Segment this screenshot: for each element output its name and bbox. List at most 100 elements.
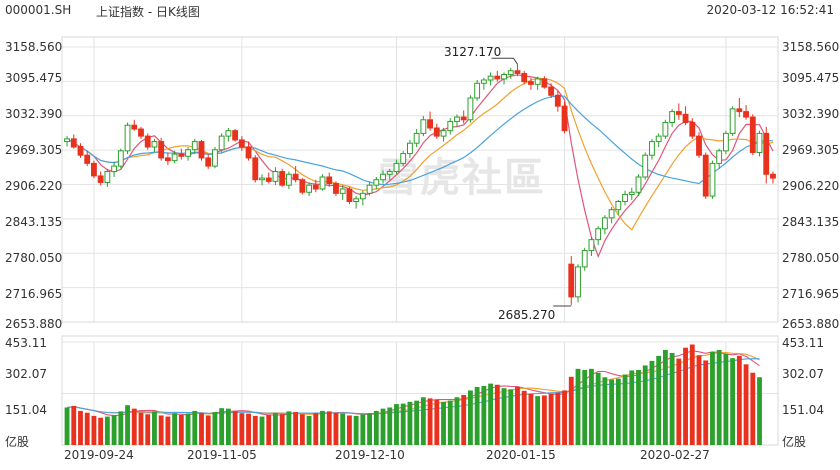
volume-bar bbox=[427, 398, 433, 445]
volume-bar bbox=[420, 397, 426, 445]
candle-body bbox=[541, 78, 548, 88]
volume-bar bbox=[279, 414, 285, 445]
volume-panel-border bbox=[61, 335, 779, 446]
candle-body bbox=[749, 116, 756, 153]
date-tick-label: 2019-12-10 bbox=[335, 448, 405, 462]
candle-body bbox=[454, 116, 460, 122]
volume-bar bbox=[91, 415, 97, 445]
volume-bar bbox=[367, 413, 372, 445]
candle-body bbox=[588, 239, 595, 252]
volume-bar bbox=[582, 369, 588, 445]
volume-bar bbox=[615, 378, 621, 445]
ma20-line bbox=[66, 95, 773, 186]
candle-body bbox=[601, 217, 608, 230]
candle-body bbox=[420, 119, 427, 134]
candle-body bbox=[158, 141, 165, 159]
candle-body bbox=[292, 173, 299, 181]
volume-bar bbox=[246, 413, 251, 445]
volume-bar bbox=[501, 388, 507, 445]
volume-bar bbox=[199, 412, 204, 445]
date-tick-label: 2020-02-27 bbox=[640, 448, 710, 462]
volume-bar bbox=[266, 414, 272, 445]
volume-bar bbox=[333, 412, 339, 445]
candle-body bbox=[554, 94, 561, 107]
candle-body bbox=[743, 111, 749, 118]
volume-tick-label: 302.07 bbox=[5, 367, 47, 381]
candle-body bbox=[245, 146, 252, 159]
candle-body bbox=[333, 183, 339, 194]
volume-bar bbox=[454, 397, 460, 445]
candle-body bbox=[359, 192, 366, 200]
candle-body bbox=[494, 75, 501, 80]
volume-bar bbox=[252, 415, 258, 445]
price-tick-label: 2780.050 bbox=[782, 251, 840, 265]
candle-body bbox=[514, 70, 521, 74]
volume-bar bbox=[104, 416, 110, 445]
volume-bar bbox=[360, 414, 366, 445]
volume-bar bbox=[649, 360, 655, 445]
volume-bar bbox=[629, 370, 635, 445]
candle-body bbox=[77, 145, 84, 156]
candle-body bbox=[265, 177, 272, 182]
volume-bar bbox=[293, 412, 299, 445]
price-tick-label: 2653.880 bbox=[5, 317, 63, 331]
volume-bar bbox=[548, 393, 554, 445]
volume-bar bbox=[730, 358, 736, 445]
candle-body bbox=[501, 74, 507, 80]
volume-bar bbox=[219, 408, 225, 445]
volume-bar bbox=[474, 387, 480, 445]
candle-body bbox=[138, 128, 144, 137]
candle-body bbox=[729, 108, 736, 134]
price-tick-label: 2969.305 bbox=[782, 143, 840, 157]
volume-bar bbox=[521, 390, 527, 445]
candle-body bbox=[272, 171, 279, 182]
candle-body bbox=[480, 79, 487, 84]
candle-body bbox=[615, 201, 622, 211]
volume-bar bbox=[750, 372, 756, 445]
price-tick-label: 3095.475 bbox=[782, 71, 840, 85]
volume-bar bbox=[662, 349, 668, 445]
candle-body bbox=[225, 130, 232, 137]
volume-bar bbox=[541, 395, 547, 445]
candle-body bbox=[373, 179, 380, 186]
volume-bar bbox=[326, 411, 332, 445]
volume-bar bbox=[441, 401, 446, 445]
candle-body bbox=[191, 141, 198, 151]
volume-bar bbox=[508, 389, 514, 445]
candle-body bbox=[144, 135, 151, 148]
candle-body bbox=[185, 149, 191, 157]
volume-bar bbox=[111, 414, 117, 445]
candle-body bbox=[722, 132, 729, 152]
candle-body bbox=[400, 153, 407, 164]
volume-bar bbox=[562, 390, 567, 445]
candle-body bbox=[474, 82, 481, 99]
volume-bar bbox=[353, 415, 359, 445]
volume-bar bbox=[346, 415, 352, 445]
candle-body bbox=[561, 105, 568, 132]
price-tick-label: 2843.135 bbox=[5, 215, 63, 229]
candle-body bbox=[487, 75, 494, 81]
volume-bar bbox=[286, 411, 292, 445]
volume-bar bbox=[64, 407, 70, 445]
candle-body bbox=[97, 175, 104, 183]
candle-body bbox=[299, 179, 306, 193]
candle-body bbox=[393, 162, 400, 173]
volume-bar bbox=[515, 387, 520, 445]
volume-unit-label: 亿股 bbox=[5, 435, 30, 449]
volume-tick-label: 453.11 bbox=[782, 336, 824, 350]
candle-body bbox=[595, 228, 602, 241]
volume-bar bbox=[414, 400, 420, 445]
high-annotation: 3127.170 bbox=[444, 45, 502, 59]
chart-datetime: 2020-03-12 16:52:41 bbox=[706, 3, 834, 17]
volume-bar bbox=[589, 368, 594, 445]
candle-body bbox=[84, 154, 91, 164]
volume-bar bbox=[299, 414, 305, 445]
candle-body bbox=[662, 122, 669, 137]
volume-tick-label: 151.04 bbox=[782, 403, 824, 417]
volume-bar bbox=[172, 413, 178, 445]
candle-body bbox=[447, 120, 454, 132]
candle-body bbox=[339, 188, 346, 194]
candle-body bbox=[319, 176, 326, 190]
date-tick-label: 2019-09-24 bbox=[64, 448, 134, 462]
